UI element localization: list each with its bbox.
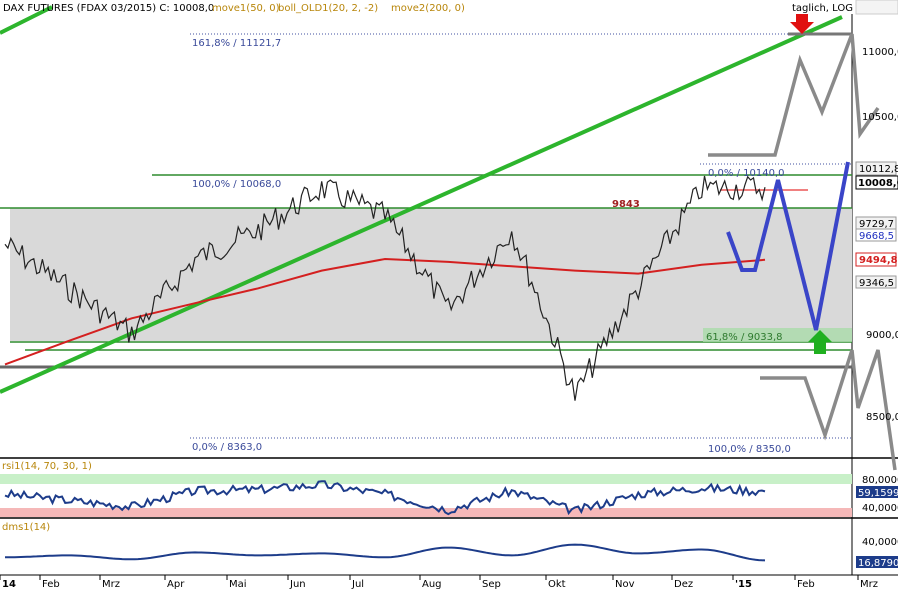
dms-badge-label: 16,8790	[858, 558, 898, 569]
time-axis-label: 14	[2, 579, 16, 590]
dms-label: dms1(14)	[2, 522, 50, 533]
svg-text:9668,5: 9668,5	[859, 231, 894, 242]
time-axis-label: Aug	[422, 579, 442, 590]
fib-label: 100,0% / 8350,0	[708, 444, 791, 455]
time-axis-label: Feb	[42, 579, 60, 590]
trend-line-fragment	[0, 5, 53, 35]
scenario-path-bear	[760, 349, 897, 471]
rsi-series	[4, 480, 766, 516]
price-badge-red: 9494,8	[855, 252, 898, 267]
dms-tick-label: 40,0000	[862, 537, 898, 548]
time-axis-label: Sep	[482, 579, 501, 590]
rsi-tick-label: 80,0000	[862, 475, 898, 486]
price-series	[4, 175, 766, 401]
fib-label: 0,0% / 8363,0	[192, 442, 262, 453]
study-label: move2(200, 0)	[391, 3, 465, 14]
svg-text:10112,8: 10112,8	[859, 164, 898, 175]
fib-label: 161,8% / 11121,7	[192, 38, 281, 49]
time-axis-label: Jun	[289, 579, 306, 590]
time-axis-label: '15	[735, 579, 752, 590]
ma200-line	[4, 257, 766, 366]
level-label: 9843	[612, 199, 640, 210]
rsi-oversold-band	[0, 508, 852, 517]
rsi-badge-label: 59,1599	[858, 488, 898, 499]
study-label: move1(50, 0)	[212, 3, 280, 14]
price-badge-current: 10008,0	[855, 175, 898, 190]
price-badge: 9729,7	[855, 216, 897, 230]
dms-series	[5, 543, 766, 562]
time-axis-label: Mrz	[102, 579, 120, 590]
fib-label: 61,8% / 9033,8	[706, 332, 782, 343]
dms-panel	[0, 518, 852, 575]
time-axis-label: Nov	[615, 579, 635, 590]
svg-text:9494,8: 9494,8	[859, 255, 898, 266]
time-axis-label: Dez	[674, 579, 693, 590]
time-axis-label: Okt	[548, 579, 566, 590]
rsi-tick-label: 40,0000	[862, 503, 898, 514]
study-label: boll_OLD1(20, 2, -2)	[278, 3, 378, 14]
time-axis-label: Apr	[167, 579, 185, 590]
price-badge: 10112,8	[855, 161, 898, 176]
price-badge-blue: 9668,5	[855, 228, 897, 242]
fib-label: 100,0% / 10068,0	[192, 179, 281, 190]
rsi-label: rsi1(14, 70, 30, 1)	[2, 461, 92, 472]
time-axis-label: Mrz	[860, 579, 878, 590]
price-badge: 9346,5	[855, 275, 897, 289]
mode-box	[788, 0, 854, 14]
axis-tick-label: 10500,0	[862, 112, 898, 123]
rsi-badge	[856, 486, 898, 498]
svg-text:10008,0: 10008,0	[858, 178, 898, 189]
fib-label: 0,0% / 10140,0	[708, 168, 784, 179]
time-axis: 14 Feb Mrz Apr Mai Jun Jul Aug Sep Okt Nov Dez '15 Fe…	[0, 575, 878, 590]
chart-title: DAX FUTURES (FDAX 03/2015) C: 10008,0	[3, 3, 214, 14]
scenario-path-bull	[708, 33, 880, 157]
chart-mode: taglich, LOG	[792, 3, 853, 14]
svg-text:9346,5: 9346,5	[859, 278, 894, 289]
time-axis-label: Jul	[351, 579, 364, 590]
trend-line	[0, 15, 843, 394]
axis-tick-label: 11000,0	[862, 47, 898, 58]
corner-button[interactable]	[855, 0, 898, 15]
rsi-overbought-band	[0, 474, 852, 484]
arrow-up-icon	[808, 330, 832, 354]
axis-tick-label: 8500,0	[866, 412, 898, 423]
svg-text:9729,7: 9729,7	[859, 219, 894, 230]
time-axis-label: Feb	[797, 579, 815, 590]
dms-badge	[856, 556, 898, 568]
axis-tick-label: 9000,0	[866, 330, 898, 341]
projection-path	[726, 161, 850, 331]
arrow-down-icon	[790, 12, 814, 34]
time-axis-label: Mai	[229, 579, 247, 590]
